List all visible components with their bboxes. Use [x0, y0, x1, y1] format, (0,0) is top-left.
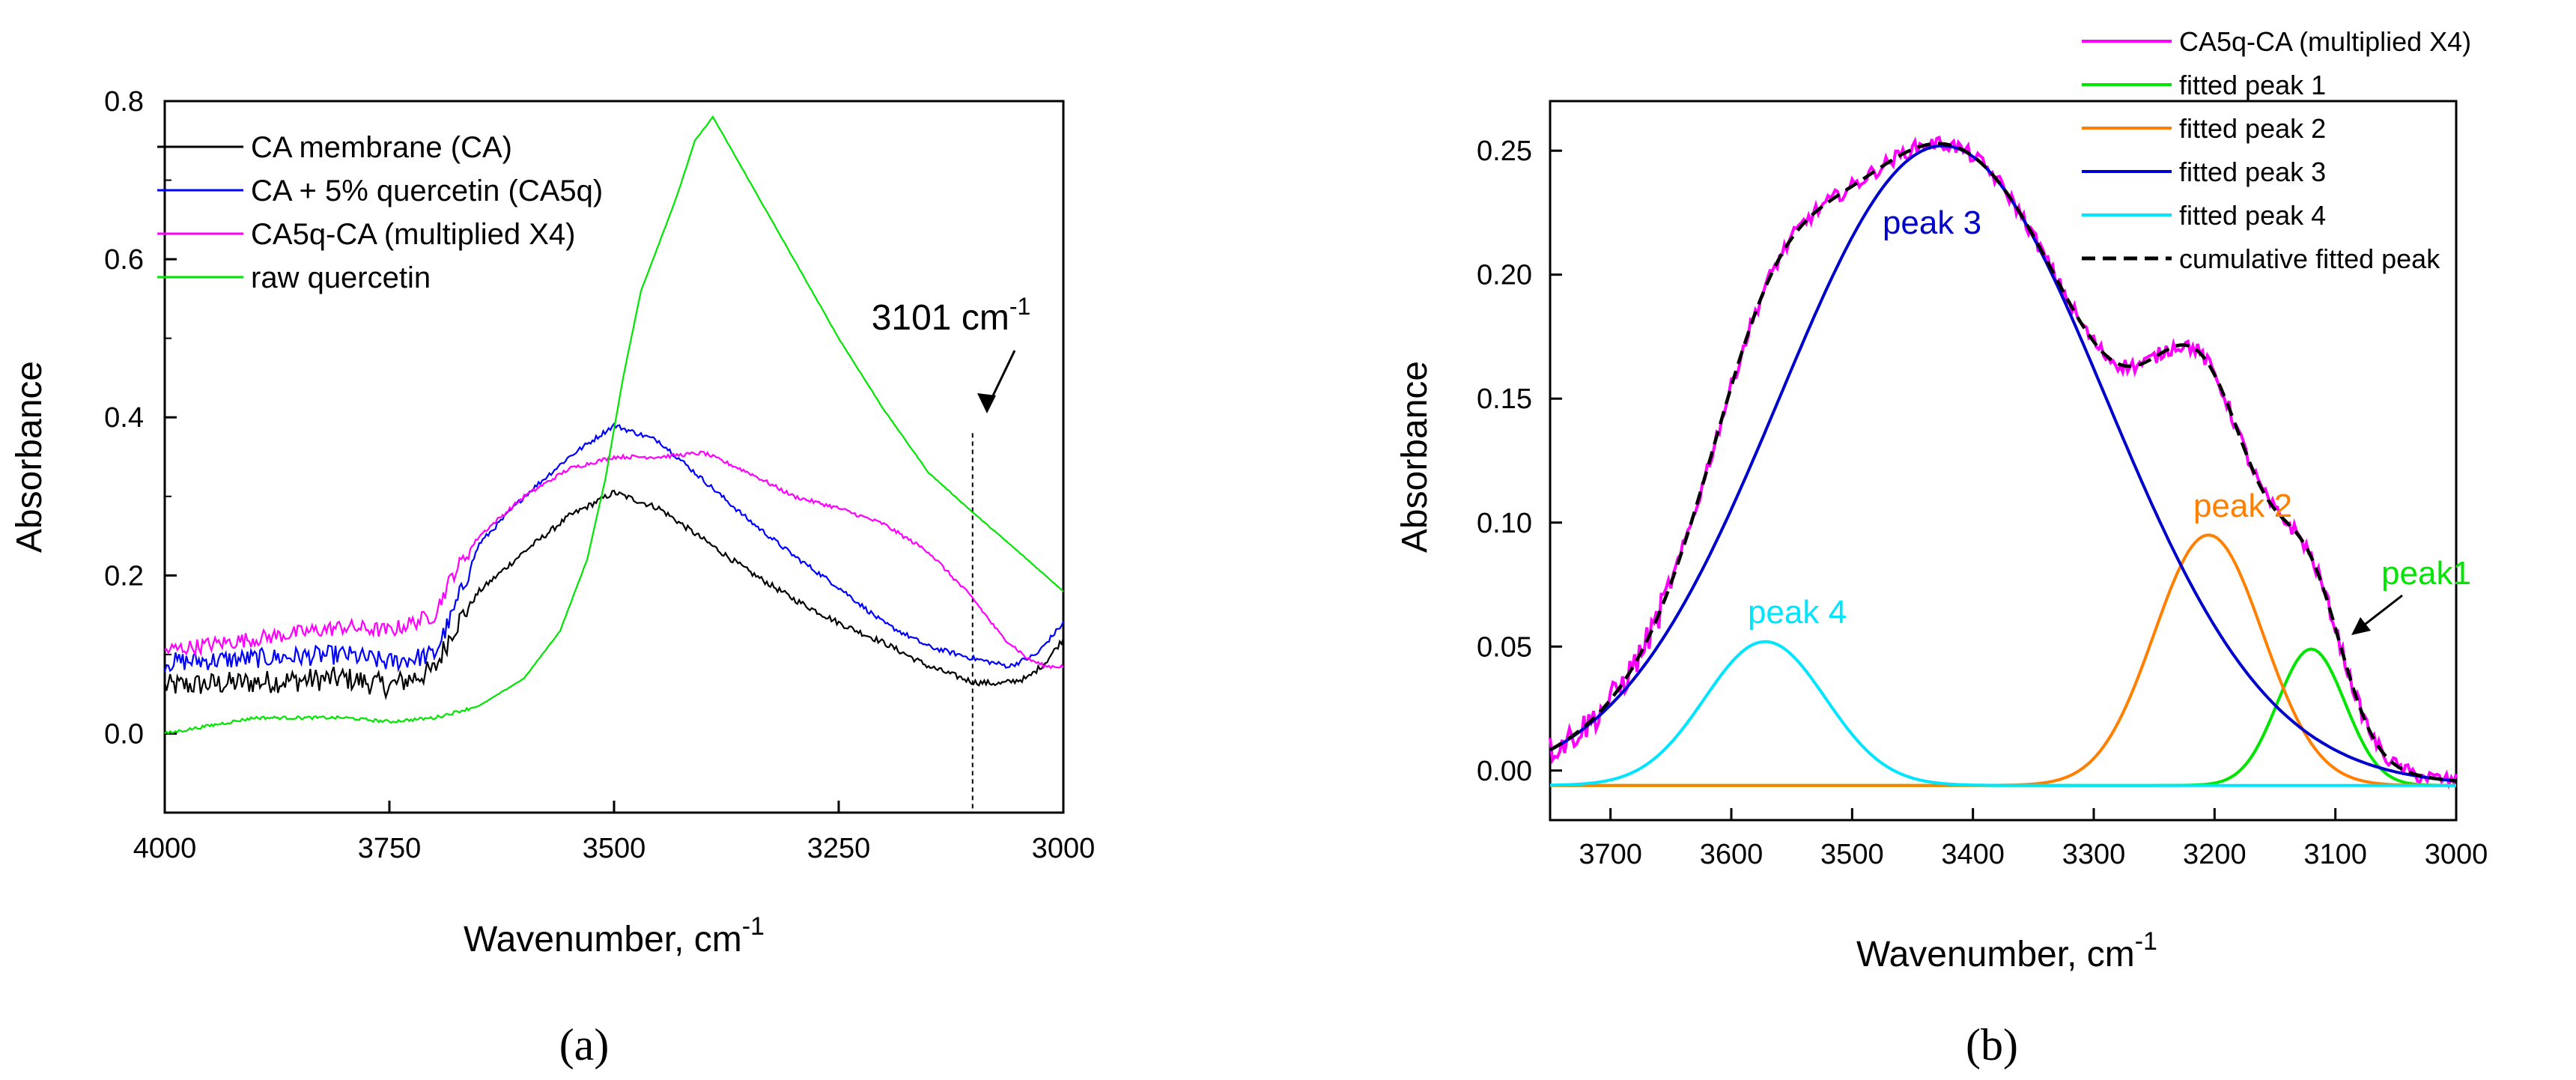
x-axis-label-b: Wavenumber, cm-1 [1856, 927, 2157, 974]
y-tick-label-b: 0.05 [1477, 631, 1532, 663]
peak-label-1: peak1 [2381, 555, 2471, 592]
peak-label-3: peak 3 [1883, 204, 1981, 241]
panel-a-chart: 0.0 0.2 0.4 0.6 0.8 4000 3750 3500 3250 3000 310… [10, 86, 1095, 1070]
peak1-arrow [2358, 594, 2403, 631]
y-tick-label-b: 0.25 [1477, 136, 1532, 167]
legend-label-ca: CA membrane (CA) [251, 131, 512, 164]
series-line-b-measured [1549, 135, 2458, 790]
x-ticks-b: 3700 3600 3500 3400 3300 3200 3100 3000 [1579, 808, 2488, 870]
y-tick-label-b: 0.15 [1477, 383, 1532, 415]
annotation-arrowhead [977, 393, 996, 413]
peak-label-4: peak 4 [1748, 594, 1847, 631]
fitted-peak-line-1 [1550, 647, 2456, 787]
y-tick-label-b: 0.10 [1477, 508, 1532, 539]
x-tick-label-b: 3200 [2183, 839, 2247, 870]
x-tick-label-a: 3500 [583, 833, 646, 864]
legend-a: CA membrane (CA) CA + 5% quercetin (CA5q… [157, 131, 603, 294]
y-tick-label-b: 0.20 [1477, 260, 1532, 291]
panel-caption-a: (a) [559, 1020, 610, 1070]
x-tick-label-b: 3700 [1579, 839, 1642, 870]
x-tick-label-b: 3400 [1941, 839, 2005, 870]
legend-b: CA5q-CA (multiplied X4) fitted peak 1 fi… [2082, 26, 2471, 274]
x-tick-label-b: 3000 [2425, 839, 2488, 870]
legend-label-b-peak4: fitted peak 4 [2179, 200, 2326, 231]
y-axis-label-b: Absorbance [1395, 361, 1435, 553]
x-tick-label-b: 3100 [2303, 839, 2367, 870]
y-ticks-a: 0.0 0.2 0.4 0.6 0.8 [104, 86, 177, 813]
x-axis-label-a: Wavenumber, cm-1 [464, 912, 765, 959]
fitted-peak-line-4 [1549, 640, 2456, 787]
y-tick-label-a: 0.6 [104, 244, 144, 276]
series-line-a-1 [163, 422, 1065, 673]
x-tick-label-b: 3600 [1700, 839, 1764, 870]
x-tick-label-a: 4000 [133, 833, 197, 864]
legend-label-ca5q: CA + 5% quercetin (CA5q) [251, 175, 603, 207]
panel-b-chart: 0.00 0.05 0.10 0.15 0.20 0.25 3700 3600 3500 340… [1395, 26, 2488, 1070]
legend-label-b-cumulative: cumulative fitted peak [2179, 243, 2440, 274]
x-tick-label-b: 3300 [2062, 839, 2126, 870]
legend-label-b-ca5q-ca: CA5q-CA (multiplied X4) [2179, 26, 2471, 57]
series-line-a-3 [164, 115, 1064, 735]
cumulative-fitted-line [1549, 142, 2457, 783]
legend-label-b-peak3: fitted peak 3 [2179, 157, 2326, 187]
legend-label-b-peak2: fitted peak 2 [2179, 113, 2326, 144]
x-tick-label-a: 3750 [358, 833, 422, 864]
series-line-a-0 [163, 489, 1065, 700]
y-ticks-b: 0.00 0.05 0.10 0.15 0.20 0.25 [1477, 136, 1562, 787]
x-tick-label-a: 3250 [807, 833, 871, 864]
y-tick-label-a: 0.4 [104, 402, 144, 434]
plot-frame-b [1549, 100, 2458, 822]
fitted-peak-line-3 [1549, 144, 2457, 783]
y-tick-label-a: 0.8 [104, 86, 144, 118]
y-tick-label-a: 0.2 [104, 560, 144, 592]
y-tick-label-b: 0.00 [1477, 756, 1532, 787]
legend-label-raw-quercetin: raw quercetin [251, 261, 431, 294]
series-group-a [163, 115, 1065, 735]
x-tick-label-b: 3500 [1820, 839, 1884, 870]
y-axis-label-a: Absorbance [10, 361, 49, 553]
series-line-a-2 [164, 450, 1064, 670]
series-group-b [1549, 135, 2458, 790]
peak1-arrowhead [2351, 617, 2371, 635]
peak-label-2: peak 2 [2193, 488, 2292, 524]
y-tick-label-a: 0.0 [104, 718, 144, 750]
panel-caption-b: (b) [1966, 1020, 2018, 1070]
x-tick-label-a: 3000 [1032, 833, 1096, 864]
x-ticks-a: 4000 3750 3500 3250 3000 [133, 801, 1096, 864]
legend-label-ca5q-ca: CA5q-CA (multiplied X4) [251, 218, 576, 251]
annotation-3101-label: 3101 cm-1 [872, 293, 1031, 338]
legend-label-b-peak1: fitted peak 1 [2179, 70, 2326, 100]
